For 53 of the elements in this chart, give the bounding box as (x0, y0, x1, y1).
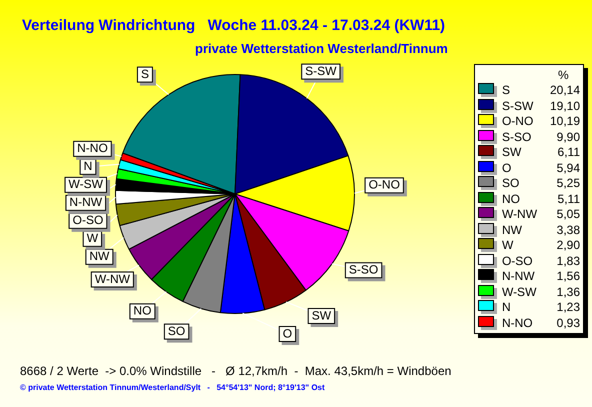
slice-label: W-SW (68, 177, 104, 192)
data-label: 5,05 (556, 206, 581, 222)
slice-label: SW (312, 308, 332, 322)
data-label: 1,56 (556, 268, 581, 284)
data-label: 1,23 (556, 300, 581, 315)
data-label: 9,90 (556, 129, 581, 144)
data-label: 1,83 (556, 253, 581, 268)
slice-label: S-SW (305, 64, 338, 78)
legend-label: O-SO (500, 253, 534, 268)
slice-label: W (86, 231, 99, 246)
legend-title: % (557, 67, 570, 82)
data-label: 3,38 (556, 222, 581, 238)
legend-label: N-NW (500, 268, 536, 284)
data-label: 1,36 (556, 284, 581, 300)
slice-label: N-NW (69, 195, 103, 210)
legend-label: S-SO (500, 129, 532, 144)
data-label: 19,10 (548, 98, 581, 114)
slice-label: O (282, 326, 292, 340)
slice-label: N-NO (77, 141, 108, 156)
legend-label: W (500, 238, 514, 253)
slice-label: SO (168, 324, 186, 338)
data-label: 20,14 (548, 82, 581, 98)
legend-label: N-NO (500, 315, 534, 330)
legend-label: O (500, 160, 512, 176)
chart-title: Verteilung Windrichtung Woche 11.03.24 - 17.03.24 (KW11) (22, 17, 446, 34)
legend-label: NW (500, 222, 523, 238)
slice-label: S-SO (348, 262, 378, 277)
slice-label: N (84, 159, 92, 174)
legend-label: SO (500, 176, 520, 191)
slice-label: O-NO (368, 178, 400, 192)
slice-label: NO (133, 304, 152, 318)
data-label: 2,90 (556, 238, 581, 253)
slice-label: S (140, 66, 149, 81)
legend-label: W-SW (500, 284, 538, 300)
legend-label: NO (500, 191, 521, 206)
data-label: 5,25 (556, 176, 581, 191)
data-label: 5,94 (556, 160, 581, 176)
text: © private Wetterstation Tinnum/Westerland/Sylt - 54°54'13" Nord; 8°19'13" Ost (20, 383, 325, 392)
legend-label: S-SW (500, 98, 534, 114)
data-label: 0,93 (556, 315, 581, 330)
data-label: 10,19 (548, 114, 581, 129)
legend-label: W-NW (500, 206, 538, 222)
slice-label: O-SO (72, 213, 104, 228)
data-label: 6,11 (556, 144, 581, 160)
legend-label: O-NO (500, 114, 534, 129)
text: 8668 / 2 Werte -> 0.0% Windstille - Ø 12,7km/h - Max. 43,5km/h = Windböen (20, 364, 452, 378)
legend-label: S (500, 82, 511, 98)
legend-label: N (500, 300, 512, 315)
chart-subtitle: private Wetterstation Westerland/Tinnum (195, 41, 448, 56)
slice-label: W-NW (94, 272, 131, 286)
slice-label: NW (89, 249, 110, 264)
legend-label: SW (500, 144, 522, 160)
data-label: 5,11 (556, 191, 581, 206)
